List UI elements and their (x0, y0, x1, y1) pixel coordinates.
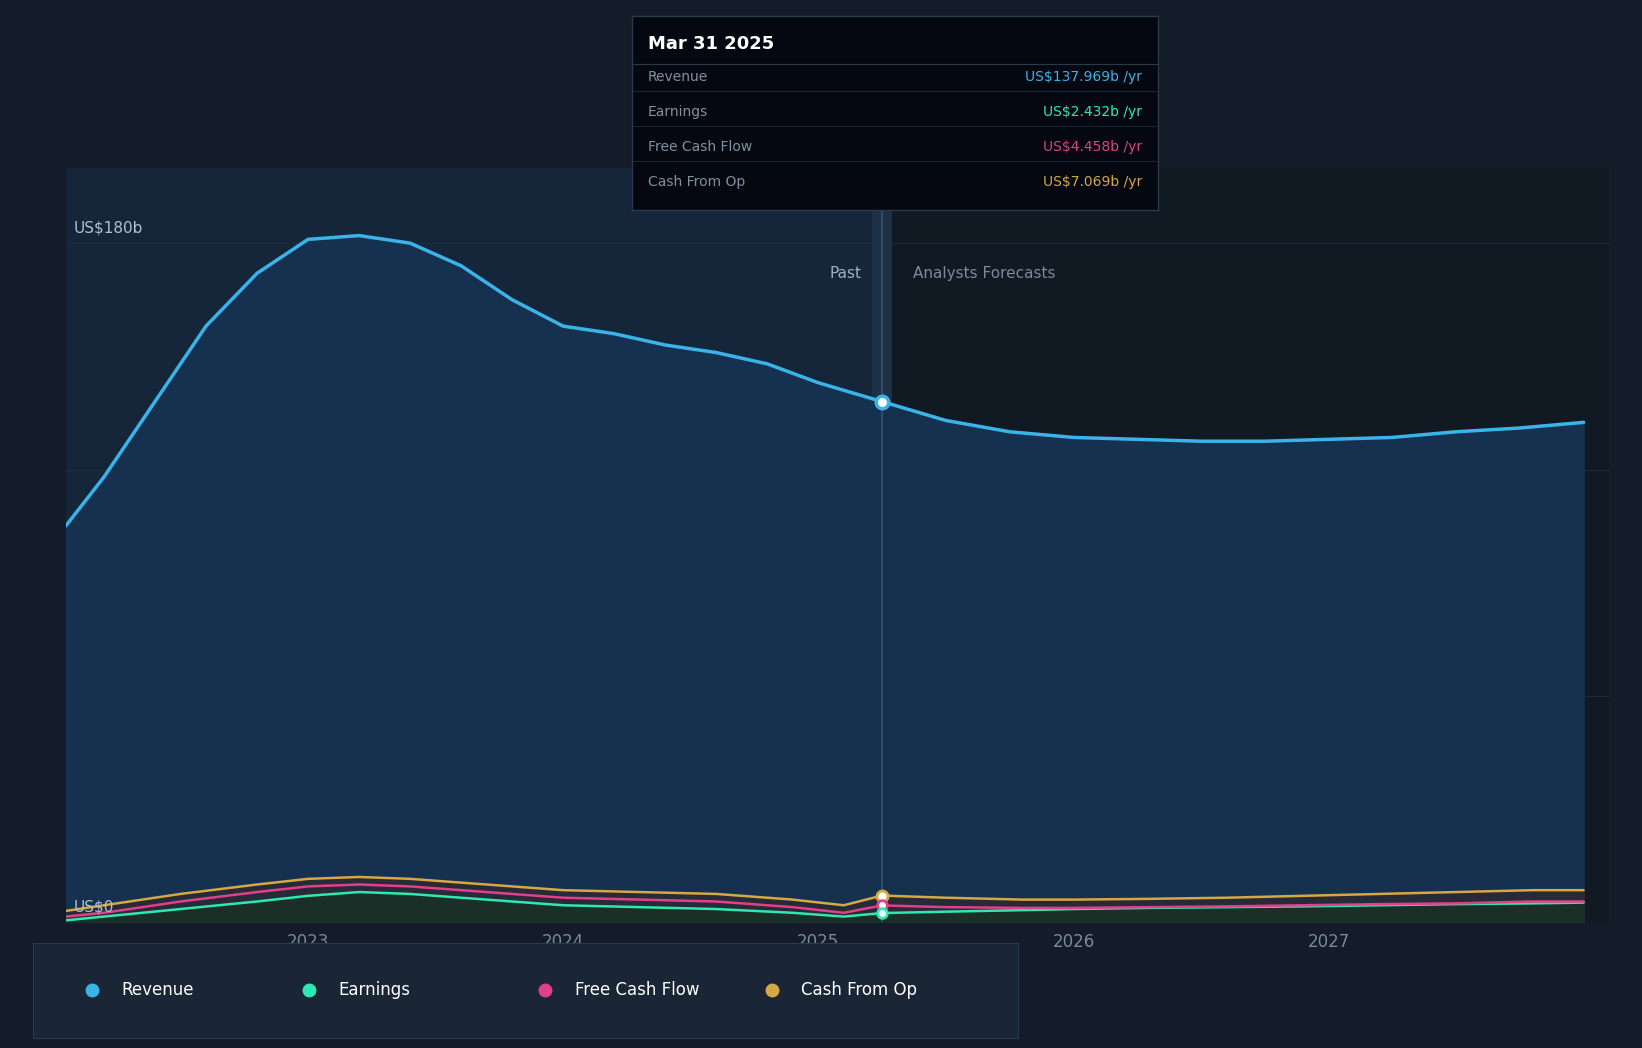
Text: Earnings: Earnings (649, 105, 708, 118)
Text: Analysts Forecasts: Analysts Forecasts (913, 266, 1056, 281)
Text: Free Cash Flow: Free Cash Flow (649, 139, 752, 154)
Text: US$7.069b /yr: US$7.069b /yr (1043, 175, 1141, 189)
Text: Mar 31 2025: Mar 31 2025 (649, 35, 773, 53)
Bar (66, 168, 882, 922)
Text: US$137.969b /yr: US$137.969b /yr (1025, 70, 1141, 84)
Text: Past: Past (829, 266, 862, 281)
Text: US$2.432b /yr: US$2.432b /yr (1043, 105, 1141, 118)
Text: Free Cash Flow: Free Cash Flow (575, 981, 699, 1000)
Text: Revenue: Revenue (122, 981, 194, 1000)
Text: Revenue: Revenue (649, 70, 708, 84)
Text: US$0: US$0 (74, 899, 113, 915)
Text: Earnings: Earnings (338, 981, 410, 1000)
Text: US$4.458b /yr: US$4.458b /yr (1043, 139, 1141, 154)
Bar (872, 168, 892, 922)
Bar (882, 168, 1609, 922)
Text: Cash From Op: Cash From Op (649, 175, 745, 189)
Text: US$180b: US$180b (74, 220, 143, 236)
Text: Cash From Op: Cash From Op (801, 981, 918, 1000)
